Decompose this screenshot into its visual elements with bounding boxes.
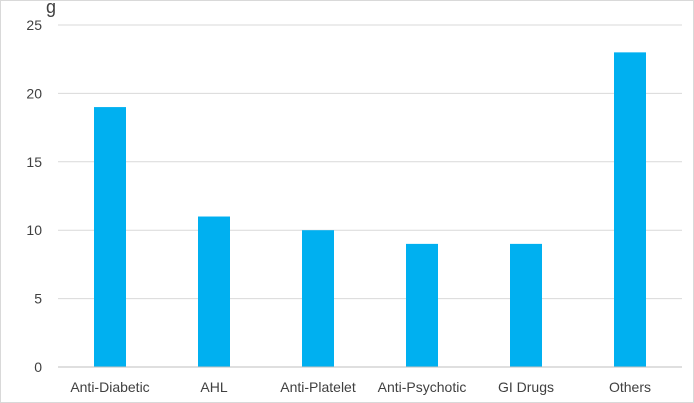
bar-anti-psychotic	[406, 243, 438, 367]
x-tick-label: AHL	[200, 379, 227, 395]
y-tick-label: 10	[26, 222, 42, 238]
y-tick-label: 0	[34, 359, 42, 375]
bar-others	[614, 52, 646, 368]
bar-anti-diabetic	[94, 107, 126, 367]
y-tick-label: 20	[26, 85, 42, 101]
gridlines	[58, 24, 682, 300]
y-tick-label: 15	[26, 154, 42, 170]
x-tick-label: Anti-Psychotic	[378, 379, 467, 395]
x-axis-labels: Anti-Diabetic AHL Anti-Platelet Anti-Psycho…	[70, 379, 651, 395]
chart-title-fragment: g	[46, 0, 56, 17]
x-tick-label: GI Drugs	[498, 379, 554, 395]
bars	[94, 52, 646, 368]
x-tick-label: Others	[609, 379, 651, 395]
x-tick-label: Anti-Platelet	[280, 379, 356, 395]
y-axis-ticks: 0 5 10 15 20 25	[26, 17, 42, 375]
bar-anti-platelet	[302, 230, 334, 367]
x-tick-label: Anti-Diabetic	[70, 379, 149, 395]
bar-ahl	[198, 216, 230, 367]
y-tick-label: 5	[34, 291, 42, 307]
y-tick-label: 25	[26, 17, 42, 33]
bar-gi-drugs	[510, 243, 542, 367]
